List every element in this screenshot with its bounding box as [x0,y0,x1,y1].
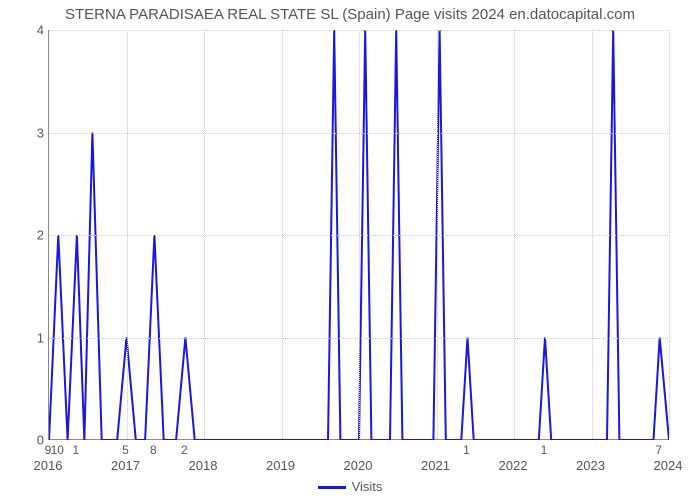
gridline-v [127,30,128,439]
gridline-v [592,30,593,439]
peak-label: 5 [122,443,129,457]
xtick-label: 2018 [189,458,218,473]
xtick-label: 2023 [576,458,605,473]
peak-label: 8 [150,443,157,457]
xtick-label: 2022 [499,458,528,473]
chart-container: STERNA PARADISAEA REAL STATE SL (Spain) … [0,0,700,500]
ytick-label: 4 [30,23,44,38]
xtick-label: 2019 [266,458,295,473]
gridline-v [359,30,360,439]
ytick-label: 3 [30,125,44,140]
xtick-label: 2020 [344,458,373,473]
ytick-label: 0 [30,433,44,448]
ytick-label: 1 [30,330,44,345]
xtick-label: 2021 [421,458,450,473]
peak-label: 1 [73,443,80,457]
ytick-label: 2 [30,228,44,243]
peak-label: 1 [463,443,470,457]
gridline-v [437,30,438,439]
legend-label: Visits [352,479,383,494]
chart-title: STERNA PARADISAEA REAL STATE SL (Spain) … [0,6,700,23]
xtick-label: 2017 [111,458,140,473]
xtick-label: 2016 [34,458,63,473]
peak-label: 10 [51,443,64,457]
gridline-v [204,30,205,439]
legend-swatch [318,486,346,489]
plot-area [48,30,668,440]
gridline-v [669,30,670,439]
peak-label: 1 [541,443,548,457]
gridline-v [514,30,515,439]
gridline-v [282,30,283,439]
xtick-label: 2024 [654,458,683,473]
peak-label: 2 [181,443,188,457]
peak-label: 7 [655,443,662,457]
legend: Visits [0,479,700,494]
